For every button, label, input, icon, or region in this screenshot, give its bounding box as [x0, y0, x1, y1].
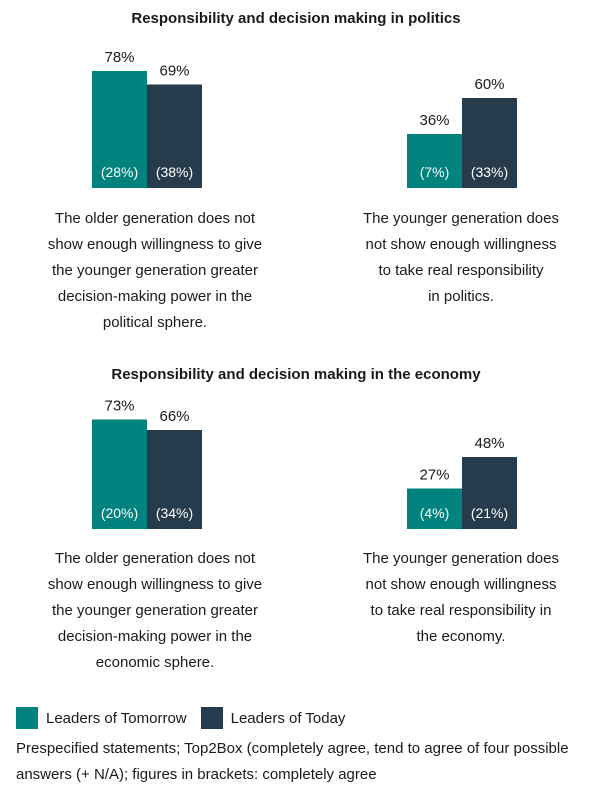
- caption-line: political sphere.: [102, 314, 208, 331]
- caption-line: to take real responsibility in: [370, 602, 552, 619]
- bar-value-label: 66%: [159, 408, 189, 425]
- caption-line: to take real responsibility: [378, 262, 544, 279]
- caption-line: economic sphere.: [95, 654, 215, 671]
- caption-line: the younger generation greater: [52, 602, 258, 619]
- bar-tomorrow: [407, 134, 462, 188]
- bar-tomorrow: [92, 419, 147, 529]
- caption-line: show enough willingness to give: [47, 236, 263, 253]
- bar-completely-agree-label: (33%): [471, 164, 508, 180]
- bar-completely-agree-label: (4%): [420, 505, 450, 521]
- bar-completely-agree-label: (34%): [156, 505, 193, 521]
- economy-chart: 73% (20%) 66% (34%) 27% (4%) 48% (21%): [92, 398, 517, 529]
- caption-line: not show enough willingness: [365, 576, 557, 593]
- legend-item-tomorrow: Leaders of Tomorrow: [16, 707, 187, 729]
- caption-line: show enough willingness to give: [47, 576, 263, 593]
- bar-value-label: 73%: [104, 398, 134, 415]
- bar-tomorrow: [407, 488, 462, 529]
- bar-today: [462, 98, 517, 188]
- bar-value-label: 78%: [104, 49, 134, 66]
- caption-line: decision-making power in the: [57, 628, 253, 645]
- bar-completely-agree-label: (20%): [101, 505, 138, 521]
- caption-politics-older: The older generation does not show enoug…: [20, 206, 290, 336]
- caption-line: The younger generation does: [363, 550, 559, 567]
- legend-swatch-today: [200, 707, 223, 729]
- chart-title-economy: Responsibility and decision making in th…: [111, 366, 481, 383]
- caption-politics-younger: The younger generation does not show eno…: [330, 206, 592, 310]
- caption-economy-older: The older generation does not show enoug…: [20, 546, 290, 676]
- footnote: Prespecified statements; Top2Box (comple…: [16, 740, 569, 783]
- caption-line: the younger generation greater: [52, 262, 258, 279]
- legend: Leaders of Tomorrow Leaders of Today: [16, 707, 359, 729]
- bar-completely-agree-label: (21%): [471, 505, 508, 521]
- bar-completely-agree-label: (28%): [101, 164, 138, 180]
- caption-line: not show enough willingness: [365, 236, 557, 253]
- chart-title-politics: Responsibility and decision making in po…: [131, 10, 461, 27]
- bar-tomorrow: [92, 71, 147, 188]
- legend-label-today: Leaders of Today: [230, 709, 346, 727]
- bar-value-label: 36%: [419, 112, 449, 129]
- bar-value-label: 27%: [419, 467, 449, 484]
- caption-line: The older generation does not: [54, 210, 256, 227]
- legend-item-today: Leaders of Today: [200, 707, 346, 729]
- caption-line: the economy.: [416, 628, 506, 645]
- bar-today: [462, 457, 517, 529]
- bar-today: [147, 430, 202, 529]
- legend-swatch-tomorrow: [16, 707, 38, 729]
- caption-line: The younger generation does: [363, 210, 559, 227]
- legend-label-tomorrow: Leaders of Tomorrow: [46, 709, 187, 727]
- caption-line: The older generation does not: [54, 550, 256, 567]
- caption-economy-younger: The younger generation does not show eno…: [330, 546, 592, 650]
- bar-value-label: 48%: [474, 435, 504, 452]
- caption-line: in politics.: [428, 288, 494, 305]
- bar-completely-agree-label: (7%): [420, 164, 450, 180]
- politics-chart: 78% (28%) 69% (38%) 36% (7%) 60% (33%): [92, 49, 517, 188]
- caption-line: decision-making power in the: [57, 288, 253, 305]
- bar-value-label: 60%: [474, 76, 504, 93]
- bar-completely-agree-label: (38%): [156, 164, 193, 180]
- bar-value-label: 69%: [159, 63, 189, 80]
- bar-today: [147, 84, 202, 188]
